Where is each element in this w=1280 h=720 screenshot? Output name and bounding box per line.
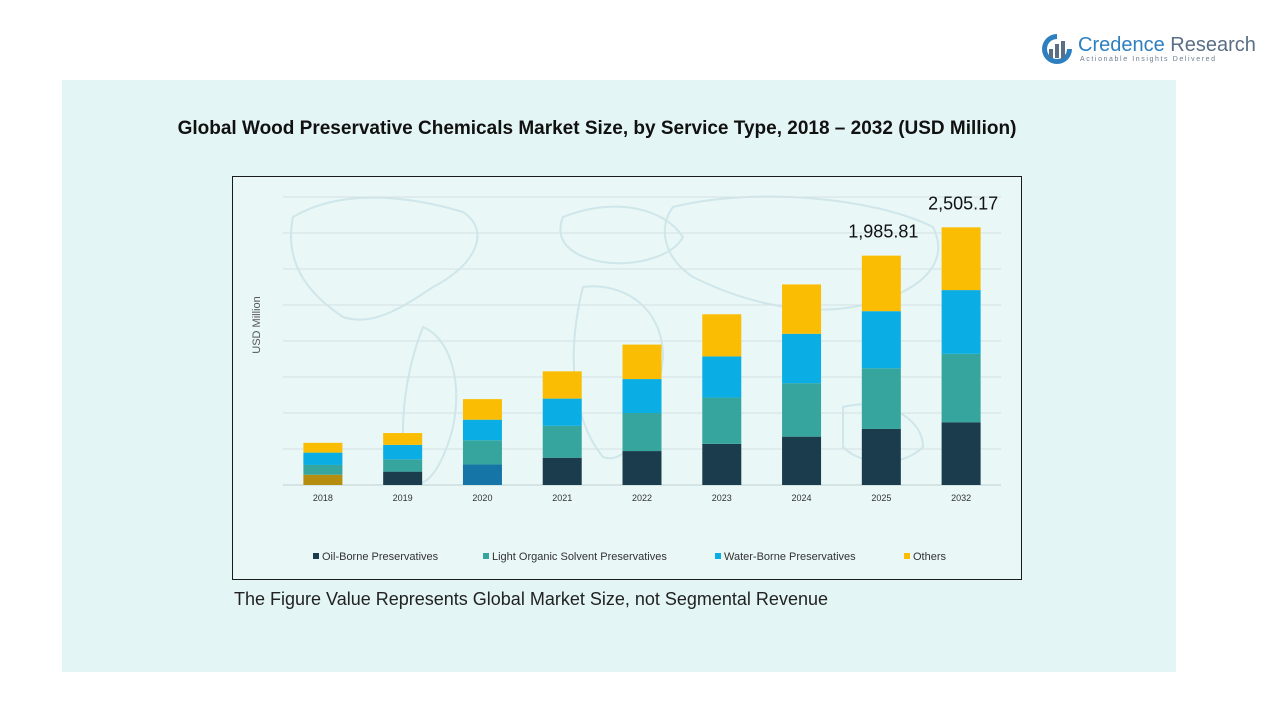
legend-swatch xyxy=(313,553,319,559)
bar-segment-water-borne-preservatives xyxy=(861,311,901,369)
bar-segment-oil-borne-preservatives xyxy=(383,471,423,485)
bar-segment-oil-borne-preservatives xyxy=(542,457,582,485)
chart-title: Global Wood Preservative Chemicals Marke… xyxy=(177,118,1017,139)
bar-segment-light-organic-solvent-preservatives xyxy=(702,397,742,444)
bar-segment-water-borne-preservatives xyxy=(702,356,742,398)
bar-segment-light-organic-solvent-preservatives xyxy=(542,425,582,458)
bar-segment-water-borne-preservatives xyxy=(303,452,343,465)
bar-segment-light-organic-solvent-preservatives xyxy=(941,353,981,423)
bar-segment-others xyxy=(622,344,662,380)
legend-swatch xyxy=(715,553,721,559)
bar-segment-others xyxy=(861,255,901,312)
data-label: 2,505.17 xyxy=(928,193,998,213)
bar-segment-light-organic-solvent-preservatives xyxy=(383,459,423,472)
stacked-bar-chart: USD Million 2018 2019 2020 2021 2022 2023 2024 2… xyxy=(251,193,1001,563)
x-tick-label: 2025 xyxy=(871,493,891,503)
credence-logo-icon xyxy=(1042,34,1072,64)
world-map-outline xyxy=(290,196,479,321)
brand-name: Credence Research xyxy=(1078,34,1256,56)
bar-segment-oil-borne-preservatives xyxy=(702,443,742,485)
bar-segment-others xyxy=(303,442,343,453)
x-tick-label: 2023 xyxy=(712,493,732,503)
bar-segment-water-borne-preservatives xyxy=(383,444,423,460)
bar-segment-others xyxy=(542,371,582,399)
bar-segment-others xyxy=(782,284,822,334)
bar-segment-others xyxy=(462,399,502,420)
x-tick-label: 2024 xyxy=(792,493,812,503)
bar-segment-water-borne-preservatives xyxy=(622,379,662,413)
world-map-outline xyxy=(402,325,458,485)
bar-segment-light-organic-solvent-preservatives xyxy=(303,464,343,475)
legend-swatch xyxy=(483,553,489,559)
legend-label: Water-Borne Preservatives xyxy=(724,551,856,563)
data-label: 1,985.81 xyxy=(848,222,918,242)
x-tick-label: 2019 xyxy=(393,493,413,503)
bar-segment-light-organic-solvent-preservatives xyxy=(622,413,662,452)
legend-label: Oil-Borne Preservatives xyxy=(322,551,439,563)
legend-label: Others xyxy=(913,551,947,563)
bar-segment-others xyxy=(702,314,742,357)
x-tick-label: 2021 xyxy=(552,493,572,503)
bar-segment-water-borne-preservatives xyxy=(782,333,822,384)
footnote: The Figure Value Represents Global Marke… xyxy=(234,589,828,609)
bar-segment-light-organic-solvent-preservatives xyxy=(462,440,502,465)
bar-segment-others xyxy=(383,433,423,445)
bar-segment-oil-borne-preservatives xyxy=(861,428,901,485)
chart-panel: Global Wood Preservative Chemicals Marke… xyxy=(62,80,1176,672)
bar-segment-others xyxy=(941,227,981,291)
chart-frame: USD Million 2018 2019 2020 2021 2022 2023 2024 2… xyxy=(232,176,1022,580)
bar-segment-water-borne-preservatives xyxy=(462,419,502,441)
legend-label: Light Organic Solvent Preservatives xyxy=(492,551,667,563)
bar-segment-water-borne-preservatives xyxy=(542,398,582,426)
bar-segment-oil-borne-preservatives xyxy=(782,436,822,485)
bar-segment-light-organic-solvent-preservatives xyxy=(782,383,822,437)
y-axis-label: USD Million xyxy=(251,296,263,353)
x-tick-label: 2032 xyxy=(951,493,971,503)
brand-tagline: Actionable Insights Delivered xyxy=(1080,56,1217,63)
legend-swatch xyxy=(904,553,910,559)
bar-segment-oil-borne-preservatives xyxy=(462,464,502,485)
x-tick-label: 2020 xyxy=(472,493,492,503)
bar-segment-light-organic-solvent-preservatives xyxy=(861,368,901,429)
bar-segment-oil-borne-preservatives xyxy=(303,474,343,485)
world-map-outline xyxy=(559,205,685,265)
x-tick-label: 2022 xyxy=(632,493,652,503)
bar-segment-oil-borne-preservatives xyxy=(622,451,662,485)
brand-logo: Credence Research Actionable Insights De… xyxy=(1040,32,1260,68)
bar-segment-oil-borne-preservatives xyxy=(941,422,981,485)
bar-segment-water-borne-preservatives xyxy=(941,290,981,354)
x-tick-label: 2018 xyxy=(313,493,333,503)
